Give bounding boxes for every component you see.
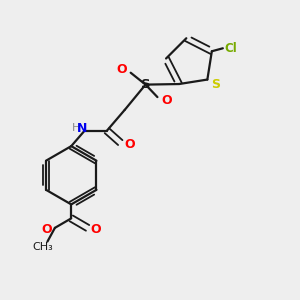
- Text: Cl: Cl: [224, 42, 237, 55]
- Text: O: O: [116, 63, 127, 76]
- Text: O: O: [91, 223, 101, 236]
- Text: S: S: [211, 78, 220, 92]
- Text: H: H: [72, 123, 80, 133]
- Text: O: O: [161, 94, 172, 107]
- Text: O: O: [124, 138, 134, 151]
- Text: CH₃: CH₃: [33, 242, 53, 252]
- Text: N: N: [77, 122, 87, 135]
- Text: S: S: [141, 78, 150, 91]
- Text: O: O: [41, 223, 52, 236]
